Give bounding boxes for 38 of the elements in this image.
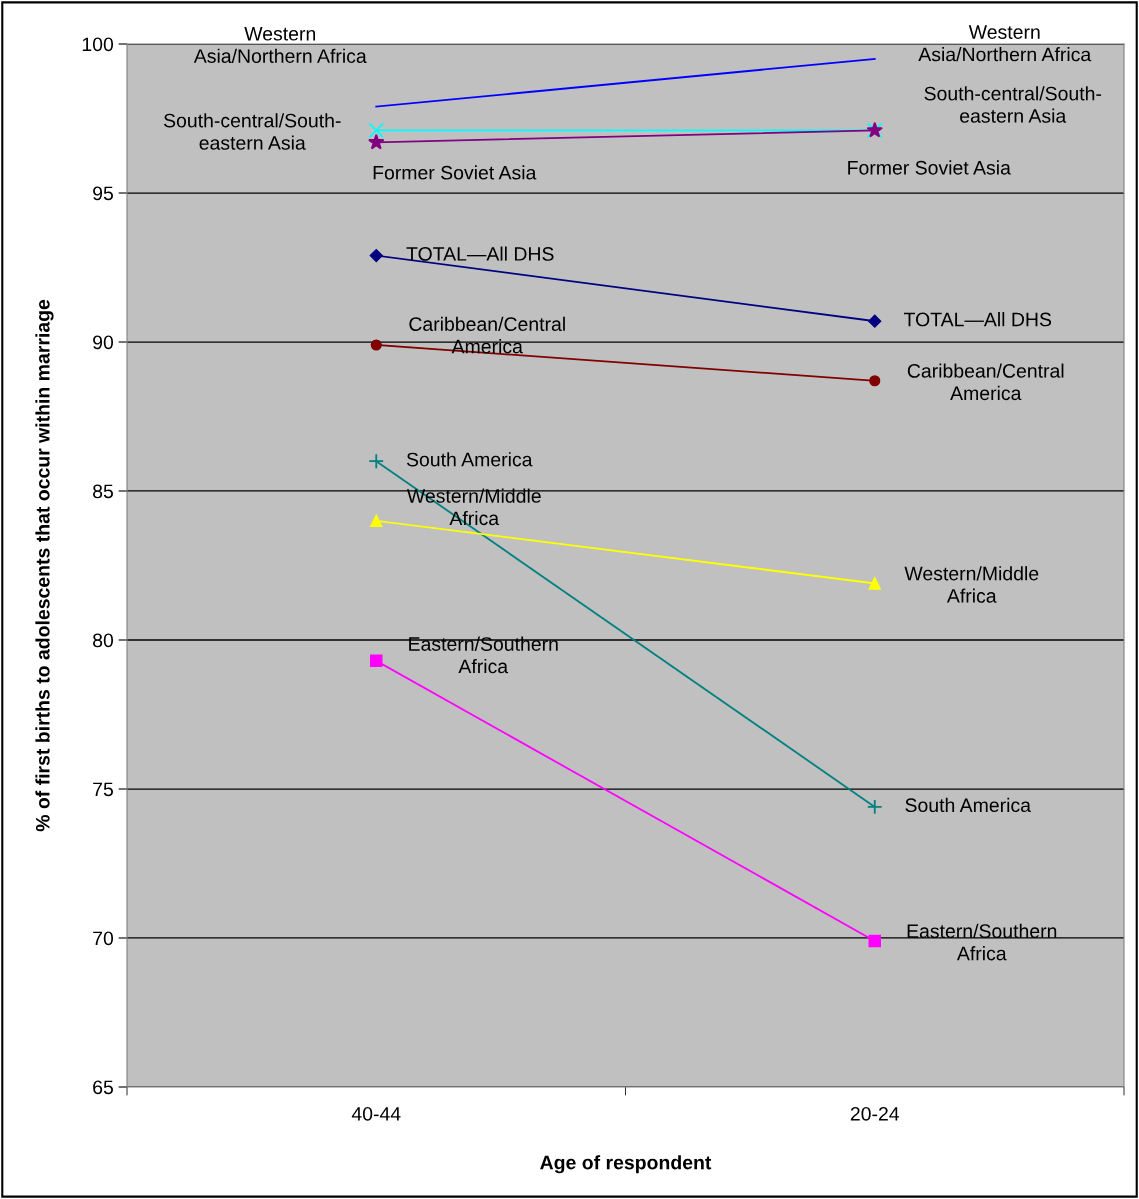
x-tick-label: 20-24	[850, 1106, 900, 1121]
x-axis-title: Age of respondent	[540, 1155, 712, 1174]
point	[369, 248, 383, 263]
point	[368, 122, 385, 139]
point	[868, 934, 882, 948]
point	[369, 654, 383, 668]
point	[866, 799, 883, 815]
y-tick-label: 90	[93, 335, 114, 350]
y-tick-label: 100	[82, 37, 114, 52]
annotation: Western Asia/Northern Africa	[918, 25, 1092, 62]
y-axis-title: % of first births to adolescents that occur within marriage	[35, 299, 54, 832]
annotation: Former Soviet Asia	[848, 160, 1011, 175]
annotation: Eastern/Southern Africa	[907, 923, 1057, 961]
y-tick-label: 80	[93, 633, 114, 648]
point	[368, 133, 385, 150]
annotation: Caribbean/Central America	[907, 363, 1064, 401]
annotation: Western Asia/Northern Africa	[193, 27, 367, 63]
y-tick-label: 85	[93, 484, 113, 499]
annotation: South-central/South- eastern Asia	[924, 86, 1102, 123]
point	[368, 453, 385, 470]
y-tick-label: 70	[93, 931, 114, 946]
y-tick-label: 65	[93, 1080, 113, 1095]
annotation: TOTAL—All DHS	[406, 246, 554, 261]
annotation: Western/Middle Africa	[904, 566, 1039, 603]
annotation: TOTAL—All DHS	[903, 312, 1052, 327]
point	[868, 577, 882, 590]
point	[369, 514, 383, 528]
y-tick-label: 95	[93, 186, 113, 201]
y-tick-label: 75	[93, 782, 113, 797]
annotation: Former Soviet Asia	[373, 165, 537, 180]
point	[370, 339, 382, 351]
annotation: Caribbean/Central America	[409, 316, 565, 354]
annotation: South America	[406, 452, 533, 467]
annotation: South-central/South- eastern Asia	[163, 113, 341, 150]
annotation: South America	[905, 797, 1031, 813]
point	[869, 375, 881, 387]
x-tick-label: 40-44	[351, 1106, 401, 1121]
point	[868, 314, 882, 328]
